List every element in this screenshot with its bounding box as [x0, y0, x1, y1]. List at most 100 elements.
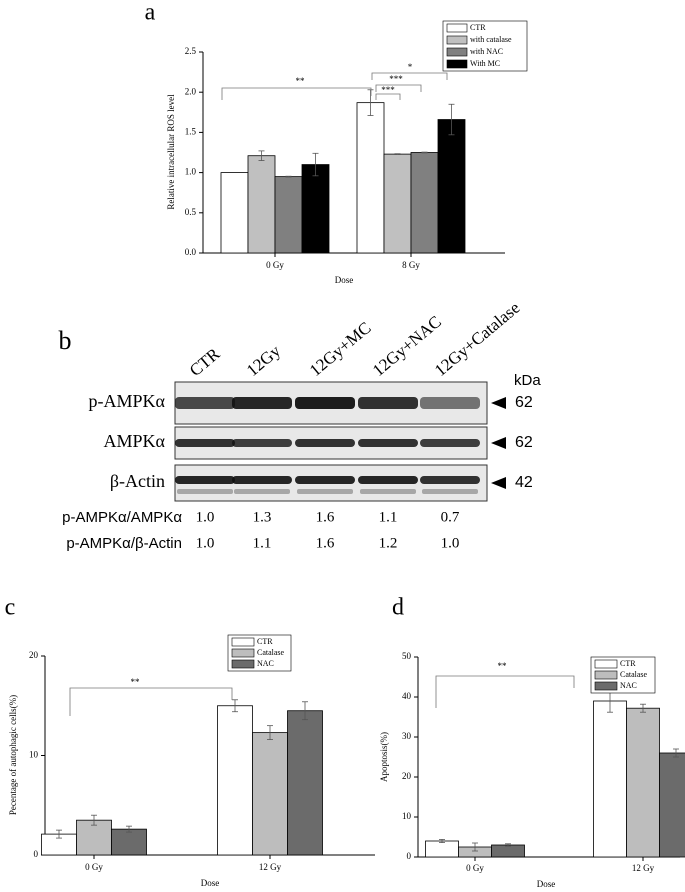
blot-band: [175, 397, 235, 409]
row-label: β-Actin: [110, 471, 165, 491]
significance-label: **: [296, 76, 306, 86]
blot-band: [358, 476, 418, 484]
error-bar: [421, 151, 428, 154]
y-tick-label: 20: [29, 650, 39, 660]
bar: [437, 119, 466, 254]
error-bar: [258, 150, 265, 161]
row-label: AMPKα: [104, 431, 166, 451]
legend-label: Catalase: [620, 670, 648, 679]
significance-bracket: [435, 675, 575, 708]
legend-swatch: [231, 637, 255, 647]
y-tick-label: 10: [402, 811, 412, 821]
panel-label: c: [5, 595, 16, 621]
significance-label: *: [408, 62, 413, 72]
size-label: 62: [515, 394, 533, 411]
y-axis-label: Apoptosis(%): [379, 732, 389, 782]
y-tick-label: 2.0: [185, 86, 197, 96]
ratio-value: 1.3: [253, 509, 272, 525]
blot-band: [175, 476, 235, 484]
significance-label: ***: [389, 74, 403, 84]
error-bar: [302, 701, 308, 721]
legend-label: Catalase: [257, 648, 285, 657]
bar: [356, 102, 385, 254]
bar: [593, 700, 627, 858]
blot-band: [358, 397, 418, 409]
lane-label: CTR: [186, 344, 224, 380]
bar: [217, 705, 253, 856]
significance-bracket: [375, 84, 422, 92]
x-tick-label: 12 Gy: [632, 863, 655, 873]
blot-band: [422, 489, 478, 494]
y-tick-label: 10: [29, 750, 39, 760]
ratio-label: p-AMPKα/β-Actin: [66, 535, 182, 552]
arrowhead: [491, 437, 506, 449]
legend-label: with catalase: [470, 35, 512, 44]
legend-swatch: [231, 648, 255, 658]
error-bar: [448, 103, 455, 136]
blot-band: [360, 489, 416, 494]
bar: [274, 176, 303, 254]
error-bar: [56, 829, 62, 839]
legend-swatch: [446, 59, 468, 69]
error-bar: [267, 725, 273, 740]
x-tick-label: 12 Gy: [259, 862, 282, 872]
legend-label: CTR: [470, 23, 486, 32]
significance-bracket: [221, 87, 372, 100]
panel-label: b: [59, 326, 72, 355]
error-bar: [505, 843, 511, 847]
blot-band: [175, 439, 235, 447]
significance-bracket: [371, 72, 448, 80]
significance-bracket: [69, 687, 233, 716]
lane-label: 12Gy+Catalase: [431, 298, 524, 380]
bar: [491, 844, 525, 858]
error-bar: [640, 703, 646, 713]
size-label: 42: [515, 474, 533, 491]
y-tick-label: 20: [402, 771, 412, 781]
size-label: 62: [515, 434, 533, 451]
legend-swatch: [594, 681, 618, 691]
blot-band: [358, 439, 418, 447]
error-bar: [439, 839, 445, 843]
ratio-value: 1.0: [441, 535, 460, 551]
panel-label: a: [145, 0, 156, 26]
x-axis-label: Dose: [201, 878, 220, 888]
x-tick-label: 8 Gy: [402, 260, 420, 270]
y-tick-label: 0.0: [185, 247, 197, 257]
legend-swatch: [594, 659, 618, 669]
legend-swatch: [446, 23, 468, 33]
legend-swatch: [446, 35, 468, 45]
bar: [252, 732, 288, 856]
blot-band: [234, 489, 290, 494]
legend-label: CTR: [620, 659, 636, 668]
error-bar: [232, 699, 238, 713]
error-bar: [126, 825, 132, 833]
legend-swatch: [446, 47, 468, 57]
ratio-label: p-AMPKα/AMPKα: [62, 509, 182, 526]
error-bar: [394, 153, 401, 155]
legend-label: NAC: [620, 681, 637, 690]
unit-label: kDa: [514, 372, 541, 389]
blot-band: [295, 476, 355, 484]
ratio-value: 1.1: [253, 535, 272, 551]
error-bar: [91, 814, 97, 826]
bar: [76, 819, 112, 856]
panel-label: d: [392, 595, 404, 621]
row-label: p-AMPKα: [89, 391, 166, 411]
legend-swatch: [594, 670, 618, 680]
bar: [301, 164, 330, 254]
arrowhead: [491, 397, 506, 409]
blot-band: [420, 397, 480, 409]
y-tick-label: 1.0: [185, 167, 197, 177]
y-tick-label: 2.5: [185, 46, 197, 56]
blot-band: [232, 476, 292, 484]
legend-label: NAC: [257, 659, 274, 668]
bar: [626, 707, 660, 858]
blot-band: [297, 489, 353, 494]
significance-label: ***: [381, 85, 395, 95]
bar: [383, 153, 412, 254]
legend-label: with NAC: [470, 47, 503, 56]
y-tick-label: 30: [402, 731, 412, 741]
blot-band: [177, 489, 233, 494]
blot-band: [295, 397, 355, 409]
error-bar: [367, 89, 374, 116]
